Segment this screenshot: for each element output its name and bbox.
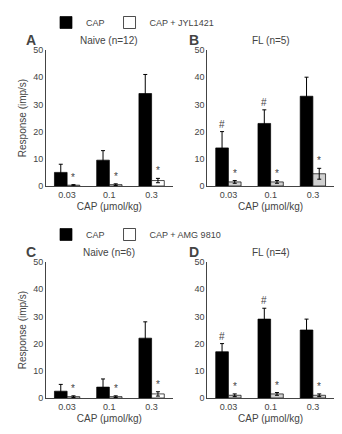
svg-text:20: 20	[33, 127, 43, 137]
svg-text:0.03: 0.03	[220, 190, 238, 200]
svg-text:0.3: 0.3	[307, 190, 320, 200]
svg-text:0.03: 0.03	[58, 190, 76, 200]
svg-text:20: 20	[33, 339, 43, 349]
svg-text:0: 0	[38, 393, 43, 403]
svg-text:0.1: 0.1	[103, 190, 116, 200]
svg-text:50: 50	[194, 257, 204, 267]
svg-text:*: *	[156, 379, 160, 390]
svg-text:CAP + AMG 9810: CAP + AMG 9810	[150, 230, 221, 240]
svg-text:30: 30	[194, 100, 204, 110]
svg-text:40: 40	[194, 284, 204, 294]
svg-text:CAP: CAP	[86, 18, 105, 28]
svg-text:20: 20	[194, 127, 204, 137]
svg-text:*: *	[317, 155, 321, 166]
svg-text:0: 0	[199, 393, 204, 403]
svg-text:0.1: 0.1	[103, 402, 116, 412]
svg-text:#: #	[261, 295, 267, 306]
svg-text:Response (imp/s): Response (imp/s)	[17, 291, 28, 369]
svg-text:CAP (μmol/kg): CAP (μmol/kg)	[77, 201, 142, 212]
svg-text:*: *	[114, 171, 118, 182]
svg-text:CAP: CAP	[86, 230, 105, 240]
svg-text:30: 30	[33, 100, 43, 110]
svg-text:CAP + JYL1421: CAP + JYL1421	[150, 18, 214, 28]
svg-text:10: 10	[194, 366, 204, 376]
svg-text:40: 40	[33, 72, 43, 82]
svg-text:#: #	[219, 331, 225, 342]
svg-text:0.03: 0.03	[58, 402, 76, 412]
svg-text:50: 50	[194, 45, 204, 55]
svg-text:*: *	[233, 381, 237, 392]
svg-text:0.1: 0.1	[264, 402, 277, 412]
svg-text:0.3: 0.3	[145, 402, 158, 412]
svg-text:10: 10	[33, 154, 43, 164]
svg-text:0.3: 0.3	[145, 190, 158, 200]
svg-text:FL (n=4): FL (n=4)	[252, 247, 290, 258]
svg-text:Naive (n=12): Naive (n=12)	[80, 35, 138, 46]
svg-text:30: 30	[33, 312, 43, 322]
svg-text:0: 0	[199, 181, 204, 191]
svg-text:*: *	[317, 381, 321, 392]
svg-text:0.3: 0.3	[307, 402, 320, 412]
svg-text:10: 10	[194, 154, 204, 164]
svg-text:0.03: 0.03	[220, 402, 238, 412]
svg-text:10: 10	[33, 366, 43, 376]
svg-text:C: C	[26, 244, 36, 260]
svg-text:Response (imp/s): Response (imp/s)	[17, 79, 28, 157]
svg-text:CAP (μmol/kg): CAP (μmol/kg)	[77, 413, 142, 424]
svg-text:20: 20	[194, 339, 204, 349]
svg-text:30: 30	[194, 312, 204, 322]
svg-text:*: *	[233, 168, 237, 179]
svg-text:0: 0	[38, 181, 43, 191]
svg-text:*: *	[275, 380, 279, 391]
svg-text:40: 40	[194, 72, 204, 82]
svg-text:#: #	[219, 119, 225, 130]
svg-text:#: #	[261, 97, 267, 108]
svg-text:B: B	[189, 32, 199, 48]
svg-text:*: *	[71, 172, 75, 183]
svg-text:*: *	[71, 383, 75, 394]
svg-text:*: *	[275, 168, 279, 179]
svg-text:CAP (μmol/kg): CAP (μmol/kg)	[238, 201, 303, 212]
svg-text:0.1: 0.1	[264, 190, 277, 200]
svg-text:50: 50	[33, 45, 43, 55]
svg-text:CAP (μmol/kg): CAP (μmol/kg)	[238, 413, 303, 424]
svg-text:FL (n=5): FL (n=5)	[252, 35, 290, 46]
svg-text:50: 50	[33, 257, 43, 267]
svg-text:*: *	[156, 165, 160, 176]
svg-text:40: 40	[33, 284, 43, 294]
svg-text:A: A	[26, 32, 36, 48]
svg-text:Naive (n=6): Naive (n=6)	[83, 247, 135, 258]
svg-text:D: D	[189, 244, 199, 260]
svg-text:*: *	[114, 383, 118, 394]
